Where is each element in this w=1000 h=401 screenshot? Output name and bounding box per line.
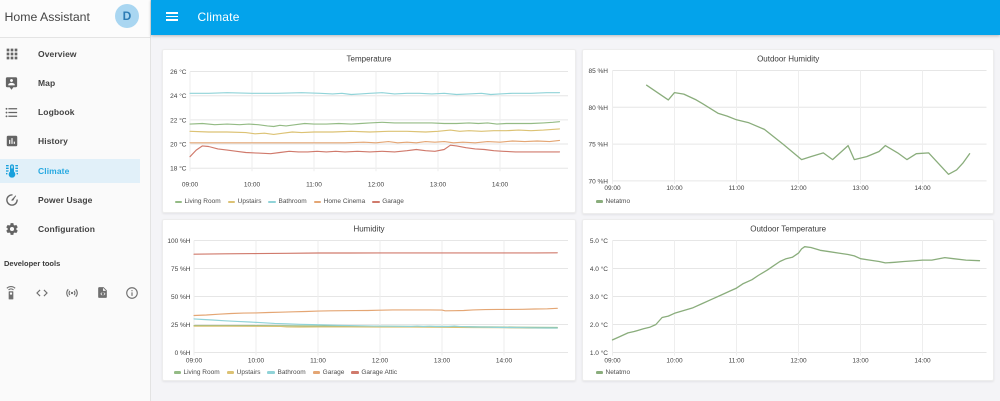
svg-text:26 °C: 26 °C bbox=[170, 68, 187, 76]
svg-text:75 %H: 75 %H bbox=[588, 141, 608, 148]
svg-text:10:00: 10:00 bbox=[243, 181, 260, 188]
svg-text:12:00: 12:00 bbox=[371, 358, 388, 365]
svg-text:12:00: 12:00 bbox=[790, 184, 807, 191]
svg-text:09:00: 09:00 bbox=[185, 358, 202, 365]
svg-text:14:00: 14:00 bbox=[491, 181, 508, 188]
svg-text:2.0 °C: 2.0 °C bbox=[589, 321, 607, 329]
svg-text:Humidity: Humidity bbox=[353, 224, 384, 233]
svg-text:Outdoor Temperature: Outdoor Temperature bbox=[750, 224, 826, 233]
svg-text:11:00: 11:00 bbox=[728, 358, 744, 365]
svg-text:80 %H: 80 %H bbox=[588, 104, 608, 111]
svg-text:11:00: 11:00 bbox=[728, 184, 744, 191]
svg-text:24 °C: 24 °C bbox=[170, 92, 187, 100]
svg-text:13:00: 13:00 bbox=[852, 358, 869, 365]
svg-text:14:00: 14:00 bbox=[914, 358, 931, 365]
svg-text:18 °C: 18 °C bbox=[170, 164, 187, 172]
svg-text:09:00: 09:00 bbox=[604, 184, 621, 191]
svg-text:3.0 °C: 3.0 °C bbox=[589, 293, 607, 301]
svg-text:22 °C: 22 °C bbox=[170, 116, 187, 124]
svg-text:11:00: 11:00 bbox=[306, 181, 322, 188]
svg-text:10:00: 10:00 bbox=[666, 184, 683, 191]
svg-text:12:00: 12:00 bbox=[367, 181, 384, 188]
svg-text:14:00: 14:00 bbox=[914, 184, 931, 191]
svg-text:Outdoor Humidity: Outdoor Humidity bbox=[757, 54, 819, 63]
svg-text:20 °C: 20 °C bbox=[170, 140, 187, 148]
svg-text:12:00: 12:00 bbox=[790, 358, 807, 365]
svg-text:70 %H: 70 %H bbox=[588, 178, 608, 185]
svg-text:Temperature: Temperature bbox=[346, 54, 391, 63]
svg-text:14:00: 14:00 bbox=[495, 358, 512, 365]
svg-text:10:00: 10:00 bbox=[666, 358, 683, 365]
svg-text:09:00: 09:00 bbox=[604, 358, 621, 365]
svg-text:11:00: 11:00 bbox=[310, 358, 326, 365]
svg-text:100 %H: 100 %H bbox=[167, 238, 190, 245]
svg-text:1.0 °C: 1.0 °C bbox=[589, 349, 607, 357]
svg-text:25 %H: 25 %H bbox=[170, 322, 190, 329]
svg-text:0 %H: 0 %H bbox=[174, 350, 190, 357]
svg-text:10:00: 10:00 bbox=[247, 358, 264, 365]
svg-text:13:00: 13:00 bbox=[852, 184, 869, 191]
svg-text:75 %H: 75 %H bbox=[170, 266, 190, 273]
svg-text:13:00: 13:00 bbox=[429, 181, 446, 188]
svg-text:85 %H: 85 %H bbox=[588, 68, 608, 75]
svg-text:50 %H: 50 %H bbox=[170, 294, 190, 301]
svg-text:4.0 °C: 4.0 °C bbox=[589, 265, 607, 273]
svg-text:5.0 °C: 5.0 °C bbox=[589, 237, 607, 245]
svg-text:13:00: 13:00 bbox=[433, 358, 450, 365]
svg-text:09:00: 09:00 bbox=[181, 181, 198, 188]
